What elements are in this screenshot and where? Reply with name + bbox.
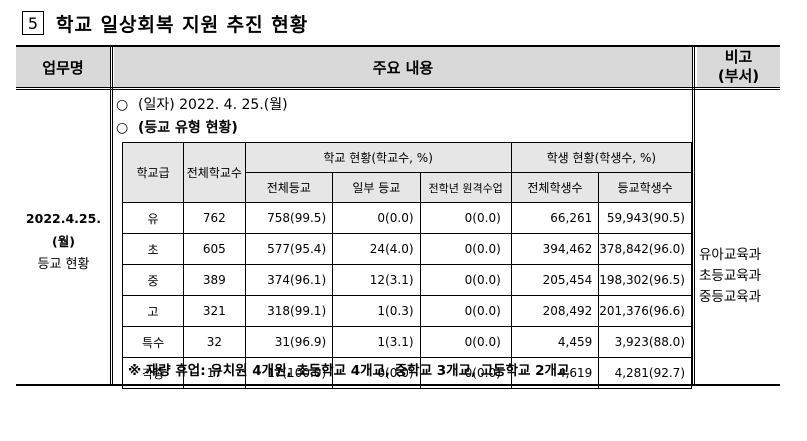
header-remarks-line1: 비고 xyxy=(724,48,753,66)
table-row: 중 389 374(96.1) 12(3.1) 0(0.0) 205,454 1… xyxy=(121,264,692,296)
cell-full: 758(99.5) xyxy=(244,202,334,234)
cell-attending: 378,842(96.0) xyxy=(598,233,692,265)
task-name: 등교 현황 xyxy=(37,257,90,272)
cell-level: 고 xyxy=(121,295,185,327)
bullet-date: ○ (일자) 2022. 4. 25.(월) xyxy=(116,94,288,114)
table-row: 유 762 758(99.5) 0(0.0) 0(0.0) 66,261 59,… xyxy=(121,202,692,234)
cell-students: 394,462 xyxy=(510,233,600,265)
cell-remote: 0(0.0) xyxy=(419,326,512,358)
remark-dept: 유아교육과 xyxy=(699,247,762,263)
header-remarks-line2: (부서) xyxy=(717,67,760,85)
cell-students: 208,492 xyxy=(510,295,600,327)
cell-remote: 0(0.0) xyxy=(419,357,512,389)
cell-partial: 0(0.0) xyxy=(332,202,421,234)
main-table: 업무명 주요 내용 비고 (부서) 2022.4.25.(월) 등교 현황 ○ (… xyxy=(16,45,783,389)
cell-total: 389 xyxy=(183,264,246,296)
cell-total: 17 xyxy=(183,357,246,389)
remark-dept: 중등교육과 xyxy=(699,289,762,305)
cell-attending: 4,281(92.7) xyxy=(598,357,692,389)
cell-level: 중 xyxy=(121,264,185,296)
th-full-attendance: 전체등교 xyxy=(244,172,334,203)
column-divider xyxy=(110,47,113,384)
cell-partial: 12(3.1) xyxy=(332,264,421,296)
header-task-name: 업무명 xyxy=(16,47,110,87)
cell-partial: 1(3.1) xyxy=(332,326,421,358)
section-title: 5 학교 일상회복 지원 추진 현황 xyxy=(22,8,308,38)
cell-attending: 3,923(88.0) xyxy=(598,326,692,358)
table-row: 각종 17 17(100.0) 0(0.0) 0(0.0) 4,619 4,28… xyxy=(121,357,692,389)
th-school-level: 학교급 xyxy=(121,142,185,203)
cell-attending: 201,376(96.6) xyxy=(598,295,692,327)
cell-remote: 0(0.0) xyxy=(419,264,512,296)
cell-students: 4,459 xyxy=(510,326,600,358)
closure-note: ※ 재량 휴업: 유치원 4개원, 초등학교 4개교, 중학교 3개교, 고등학… xyxy=(128,363,570,379)
cell-remote: 0(0.0) xyxy=(419,295,512,327)
cell-full: 374(96.1) xyxy=(244,264,334,296)
cell-full: 31(96.9) xyxy=(244,326,334,358)
th-remote: 전학년 원격수업 xyxy=(419,172,512,203)
cell-partial: 24(4.0) xyxy=(332,233,421,265)
section-number-box: 5 xyxy=(22,11,44,35)
header-remarks: 비고 (부서) xyxy=(697,47,780,87)
th-partial-attendance: 일부 등교 xyxy=(332,172,421,203)
bullet-text: (등교 유형 현황) xyxy=(138,120,238,136)
cell-full: 17(100.0) xyxy=(244,357,334,389)
task-date: 2022.4.25.(월) xyxy=(25,211,102,249)
cell-remote: 0(0.0) xyxy=(419,233,512,265)
bullet-attendance-type: ○ (등교 유형 현황) xyxy=(116,117,238,137)
th-student-status: 학생 현황(학생수, %) xyxy=(510,142,693,173)
header-main-content: 주요 내용 xyxy=(114,47,692,87)
cell-total: 321 xyxy=(183,295,246,327)
bullet-mark: ○ xyxy=(116,120,129,136)
remarks-departments: 유아교육과 초등교육과 중등교육과 xyxy=(696,245,783,308)
table-row: 초 605 577(95.4) 24(4.0) 0(0.0) 394,462 3… xyxy=(121,233,692,265)
column-divider xyxy=(692,47,695,384)
section-title-text: 학교 일상회복 지원 추진 현황 xyxy=(56,13,309,36)
cell-total: 605 xyxy=(183,233,246,265)
cell-level: 특수 xyxy=(121,326,185,358)
cell-partial: 1(0.3) xyxy=(332,295,421,327)
th-total-students: 전체학생수 xyxy=(510,172,600,203)
cell-students: 205,454 xyxy=(510,264,600,296)
header-divider xyxy=(16,87,780,90)
table-header-row: 학교급 전체학교수 학교 현황(학교수, %) 학생 현황(학생수, %) xyxy=(121,142,693,203)
cell-level: 초 xyxy=(121,233,185,265)
remark-dept: 초등교육과 xyxy=(699,268,762,284)
cell-total: 762 xyxy=(183,202,246,234)
th-attending-students: 등교학생수 xyxy=(598,172,692,203)
cell-full: 318(99.1) xyxy=(244,295,334,327)
cell-students: 4,619 xyxy=(510,357,600,389)
cell-remote: 0(0.0) xyxy=(419,202,512,234)
cell-attending: 59,943(90.5) xyxy=(598,202,692,234)
table-subheader-row: 전체등교 일부 등교 전학년 원격수업 전체학생수 등교학생수 xyxy=(123,172,692,203)
task-name-cell: 2022.4.25.(월) 등교 현황 xyxy=(16,207,111,276)
cell-total: 32 xyxy=(183,326,246,358)
cell-attending: 198,302(96.5) xyxy=(598,264,692,296)
cell-partial: 0(0.0) xyxy=(332,357,421,389)
table-row: 특수 32 31(96.9) 1(3.1) 0(0.0) 4,459 3,923… xyxy=(121,326,692,358)
attendance-table: 학교급 전체학교수 학교 현황(학교수, %) 학생 현황(학생수, %) 전체… xyxy=(121,142,693,389)
bullet-mark: ○ xyxy=(116,97,129,113)
th-school-status: 학교 현황(학교수, %) xyxy=(244,142,512,173)
cell-full: 577(95.4) xyxy=(244,233,334,265)
bullet-text: (일자) 2022. 4. 25.(월) xyxy=(138,97,288,113)
th-total-schools: 전체학교수 xyxy=(183,142,246,203)
table-row: 고 321 318(99.1) 1(0.3) 0(0.0) 208,492 20… xyxy=(121,295,692,327)
cell-students: 66,261 xyxy=(510,202,600,234)
cell-level: 유 xyxy=(121,202,185,234)
